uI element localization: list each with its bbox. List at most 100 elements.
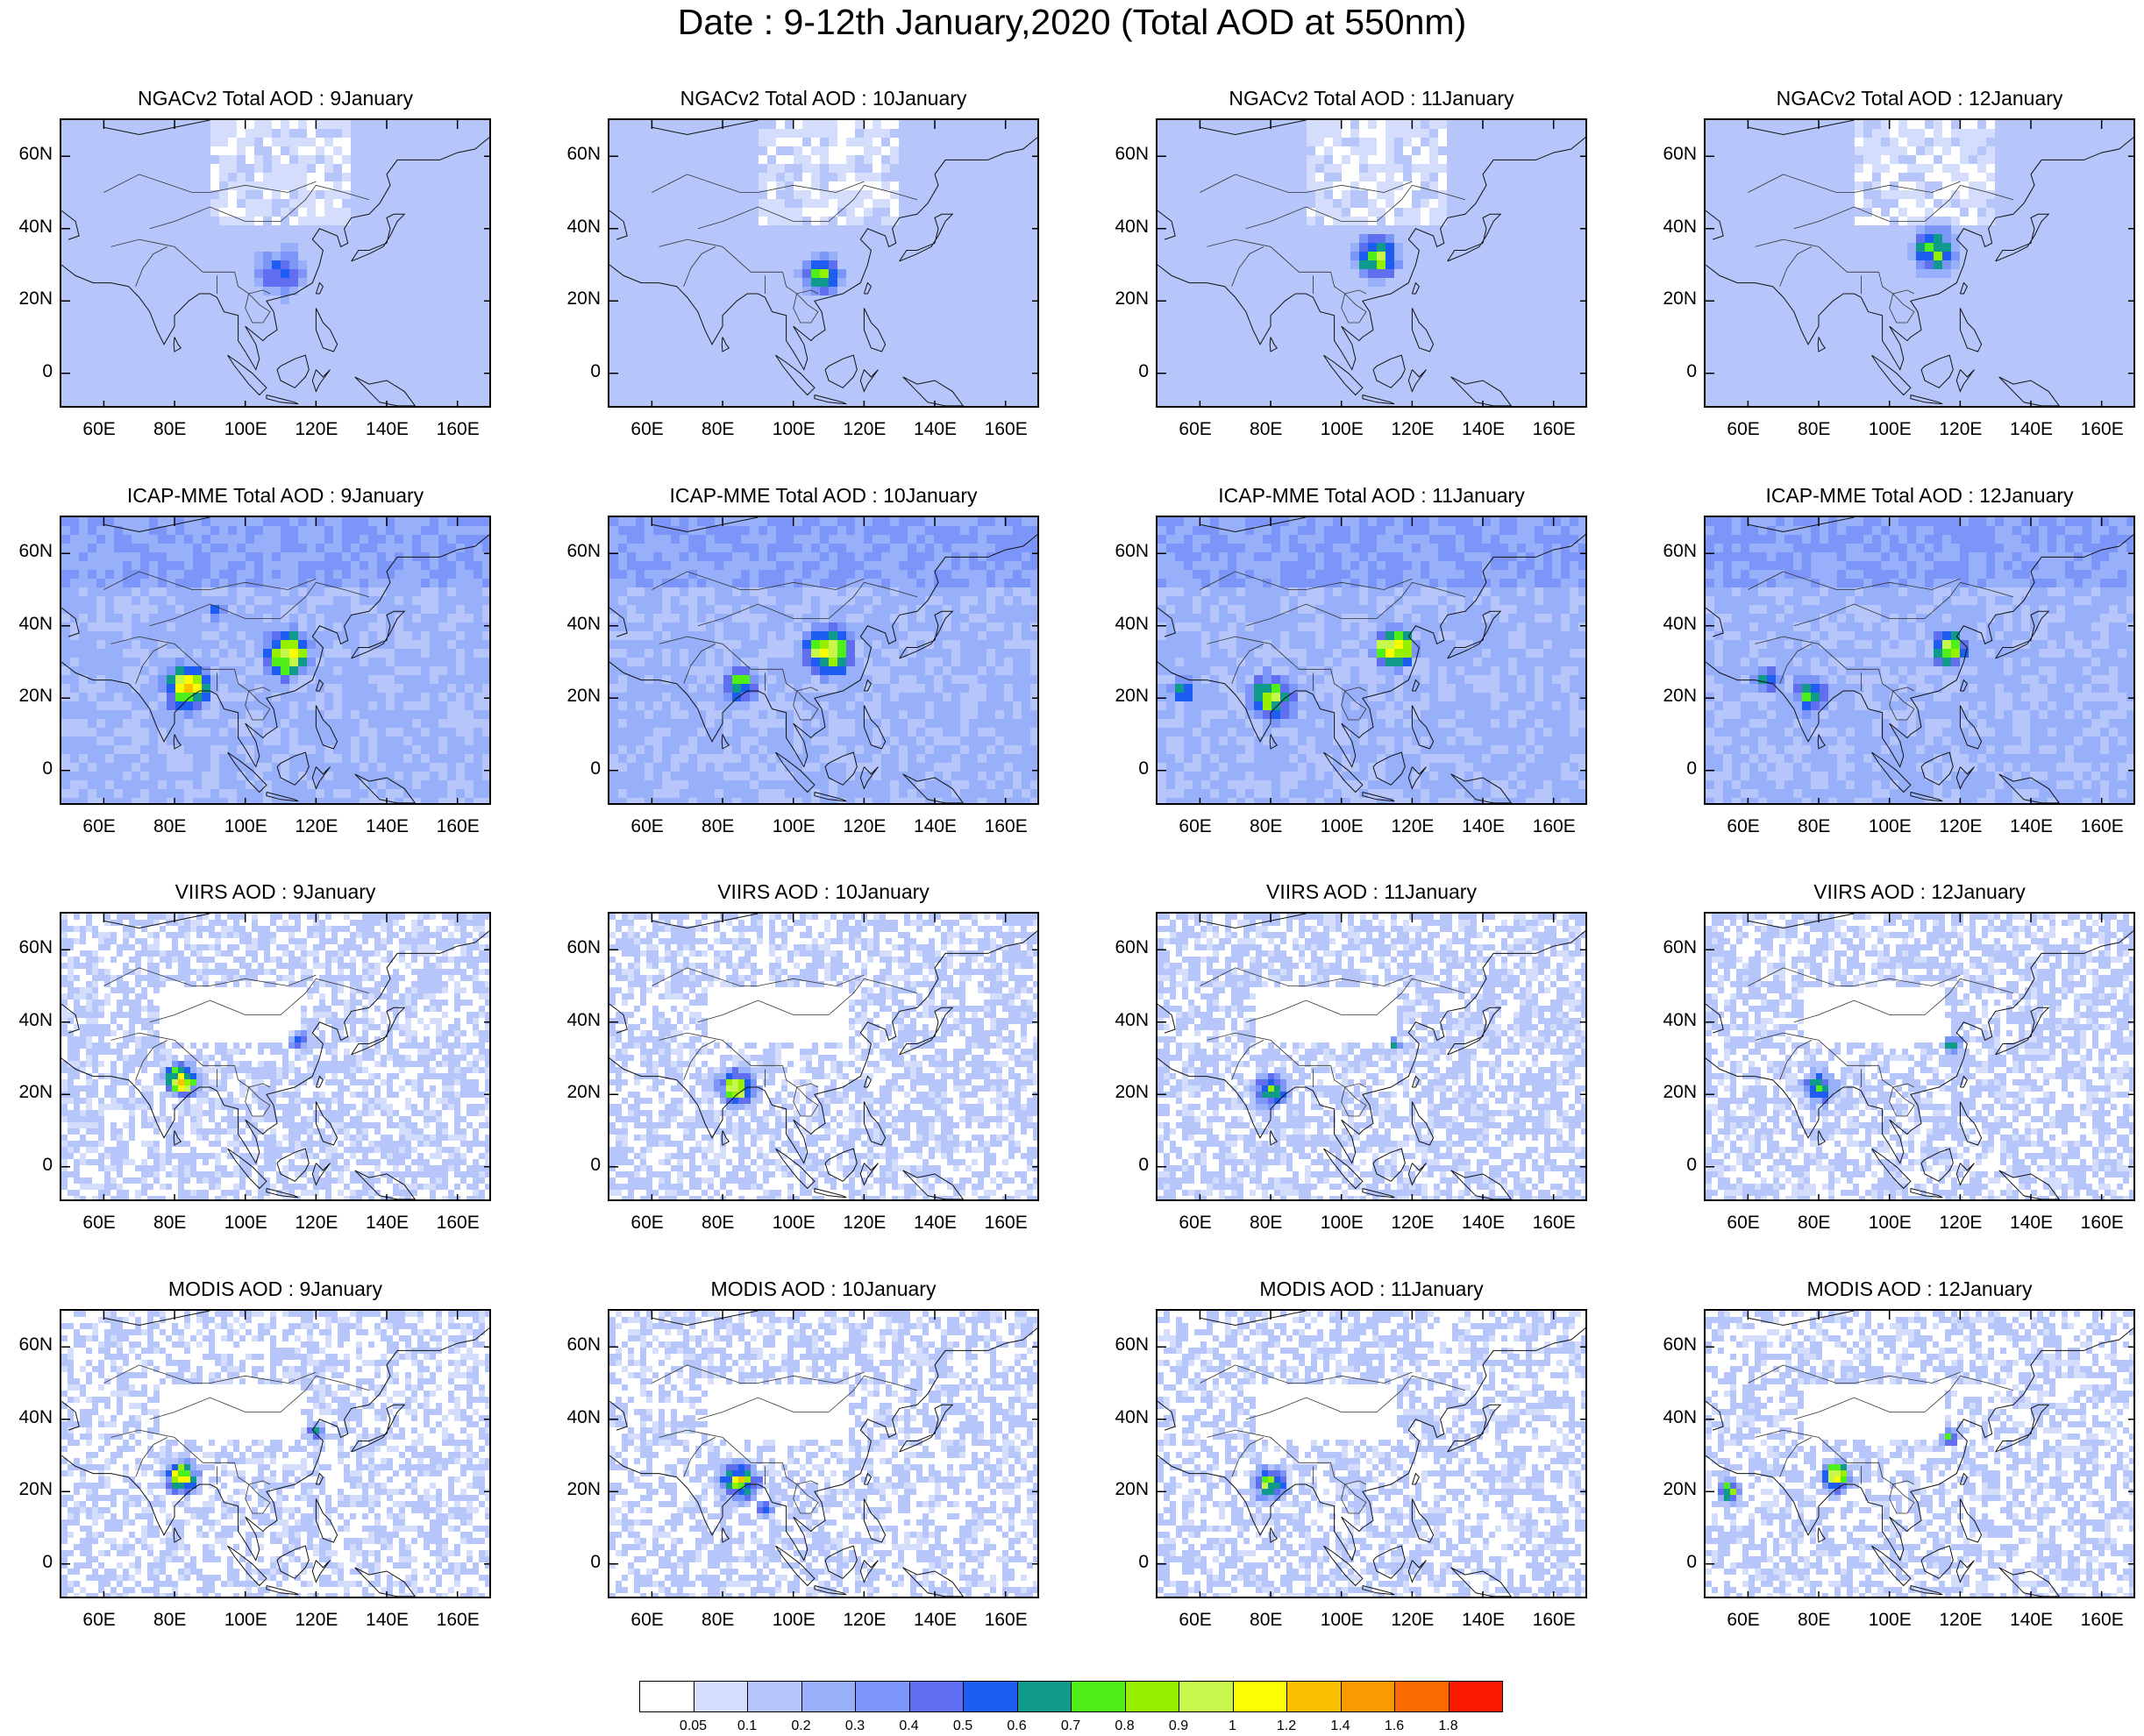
x-tick-label: 160E [2081, 419, 2124, 440]
y-tick-label: 0 [1686, 1155, 1697, 1176]
aod-field [1706, 1311, 2133, 1597]
x-tick-label: 120E [1939, 1610, 1982, 1631]
y-tick-label: 40N [1115, 1010, 1149, 1031]
x-tick-label: 80E [1798, 816, 1830, 837]
x-tick-label: 160E [1533, 419, 1576, 440]
y-tick-label: 0 [1138, 361, 1149, 382]
y-tick-label: 0 [1138, 758, 1149, 779]
colorbar-label: 0.3 [833, 1718, 877, 1735]
panel-title: ICAP-MME Total AOD : 11January [1126, 483, 1617, 508]
coastline [1157, 517, 1585, 803]
x-tick-label: 80E [702, 1213, 734, 1234]
y-tick-label: 60N [1663, 937, 1697, 958]
x-tick-label: 140E [1462, 816, 1505, 837]
x-tick-label: 60E [1727, 1610, 1759, 1631]
y-tick-label: 0 [42, 1155, 53, 1176]
colorbar-swatch [1124, 1681, 1179, 1712]
x-tick-label: 140E [2010, 1213, 2053, 1234]
colorbar-swatch [1340, 1681, 1395, 1712]
y-tick-label: 20N [1115, 1082, 1149, 1103]
x-tick-label: 160E [2081, 1610, 2124, 1631]
panel-title: VIIRS AOD : 12January [1674, 879, 2144, 904]
colorbar-swatch [963, 1681, 1018, 1712]
colorbar-swatch [1394, 1681, 1450, 1712]
aod-field [1157, 517, 1585, 803]
aod-field [61, 517, 489, 803]
x-tick-label: 100E [224, 816, 267, 837]
aod-map-panel [1704, 516, 2135, 805]
panel-title: MODIS AOD : 9January [30, 1277, 521, 1301]
x-tick-label: 120E [295, 816, 338, 837]
y-tick-label: 0 [590, 361, 601, 382]
panel-title: MODIS AOD : 11January [1126, 1277, 1617, 1301]
y-tick-label: 0 [1138, 1552, 1149, 1573]
country-borders [652, 571, 918, 721]
y-tick-label: 60N [1115, 541, 1149, 562]
axis-ticks [61, 120, 489, 406]
y-tick-label: 40N [1115, 217, 1149, 238]
y-tick-label: 0 [590, 1552, 601, 1573]
x-tick-label: 120E [1391, 1610, 1434, 1631]
x-tick-label: 120E [843, 419, 886, 440]
axis-ticks [1157, 1311, 1585, 1597]
x-tick-label: 120E [1939, 816, 1982, 837]
country-borders [652, 174, 918, 324]
x-tick-label: 140E [366, 1213, 409, 1234]
coastline [1157, 914, 1585, 1199]
x-tick-label: 120E [843, 816, 886, 837]
colorbar-label: 0.5 [941, 1718, 985, 1735]
x-tick-label: 60E [1727, 816, 1759, 837]
y-tick-label: 20N [18, 1479, 53, 1500]
aod-map-panel [1156, 912, 1587, 1201]
colorbar-swatch [693, 1681, 748, 1712]
coastline [1157, 1311, 1585, 1597]
axis-ticks [609, 517, 1037, 803]
axis-ticks [1706, 517, 2133, 803]
y-tick-label: 20N [1663, 288, 1697, 309]
x-tick-label: 60E [1179, 419, 1211, 440]
panel-title: NGACv2 Total AOD : 9January [30, 86, 521, 110]
y-tick-label: 60N [1663, 1334, 1697, 1355]
aod-field [61, 120, 489, 406]
y-tick-label: 60N [1663, 541, 1697, 562]
y-tick-label: 40N [566, 1407, 601, 1428]
axis-ticks [61, 1311, 489, 1597]
x-tick-label: 120E [843, 1213, 886, 1234]
axis-ticks [1157, 517, 1585, 803]
colorbar-label: 0.7 [1049, 1718, 1093, 1735]
coastline [61, 517, 489, 803]
country-borders [1748, 174, 2014, 324]
country-borders [1200, 1364, 1466, 1514]
y-tick-label: 60N [18, 144, 53, 165]
x-tick-label: 100E [773, 1610, 816, 1631]
x-tick-label: 160E [437, 419, 480, 440]
y-tick-label: 20N [18, 686, 53, 707]
x-tick-label: 100E [1869, 1213, 1912, 1234]
colorbar-swatch [1016, 1681, 1072, 1712]
y-tick-label: 40N [1115, 1407, 1149, 1428]
x-tick-label: 60E [1179, 1610, 1211, 1631]
y-tick-label: 20N [1115, 686, 1149, 707]
x-tick-label: 100E [773, 816, 816, 837]
x-tick-label: 80E [153, 419, 186, 440]
coastline [609, 517, 1037, 803]
colorbar-label: 0.1 [725, 1718, 769, 1735]
country-borders [1748, 1364, 2014, 1514]
x-tick-label: 100E [224, 1610, 267, 1631]
aod-field [1706, 914, 2133, 1199]
axis-ticks [1157, 914, 1585, 1199]
x-tick-label: 160E [437, 1610, 480, 1631]
x-tick-label: 120E [1391, 1213, 1434, 1234]
y-tick-label: 40N [1115, 614, 1149, 635]
colorbar-label: 1.4 [1319, 1718, 1363, 1735]
y-tick-label: 20N [566, 686, 601, 707]
x-tick-label: 100E [1321, 816, 1364, 837]
aod-field [609, 1311, 1037, 1597]
x-tick-label: 120E [295, 1213, 338, 1234]
panel-title: MODIS AOD : 10January [578, 1277, 1069, 1301]
country-borders [103, 174, 370, 324]
aod-map-panel [60, 516, 491, 805]
x-tick-label: 160E [985, 419, 1028, 440]
x-tick-label: 160E [437, 816, 480, 837]
colorbar-label: 0.8 [1103, 1718, 1147, 1735]
